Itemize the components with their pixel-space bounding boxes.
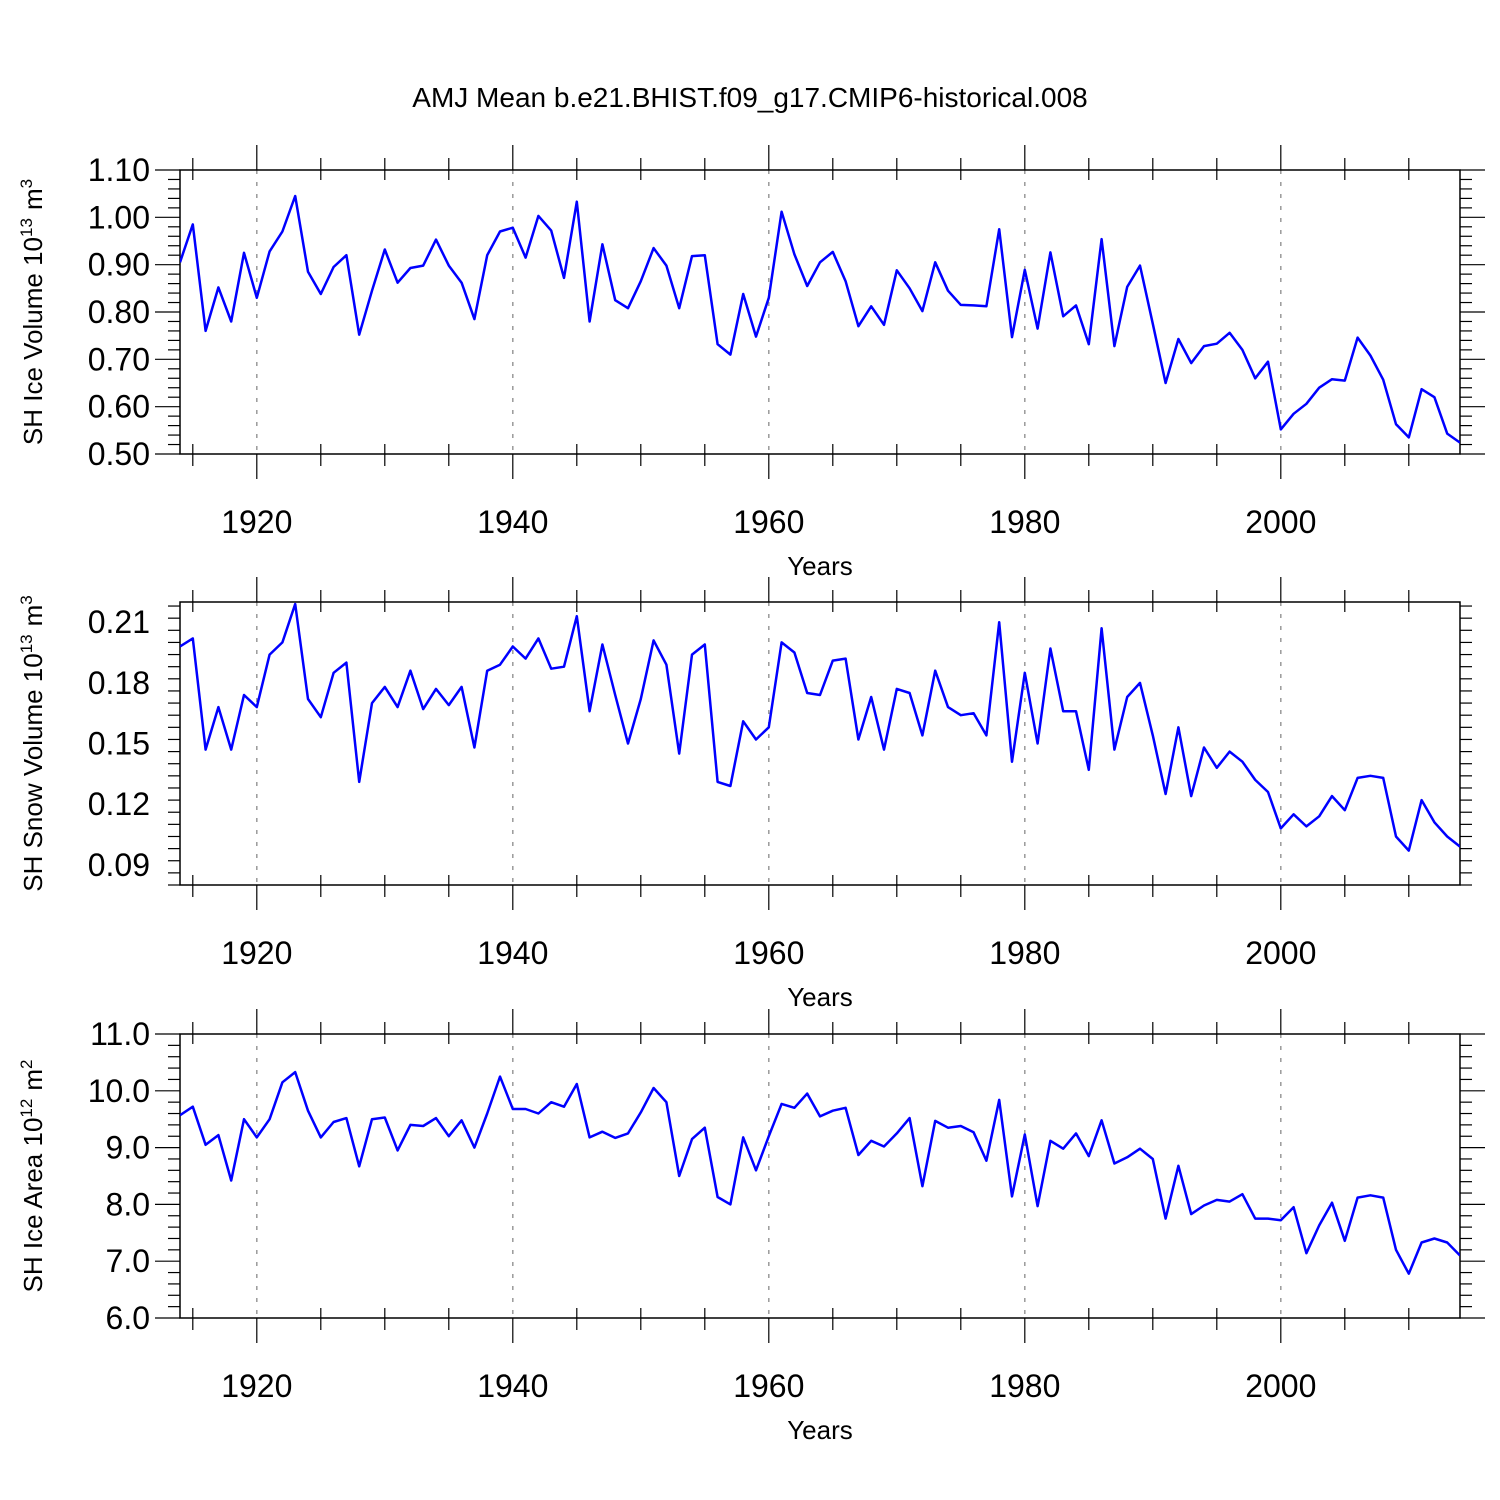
y-tick-label: 0.21 xyxy=(88,604,150,640)
y-axis-label: SH Snow Volume 1013 m3 xyxy=(17,595,48,892)
y-tick-label: 0.09 xyxy=(88,847,150,883)
y-axis-label-unit: m xyxy=(18,188,48,210)
y-axis-label-exponent: 13 xyxy=(17,634,36,653)
y-tick-label: 0.18 xyxy=(88,665,150,701)
x-tick-label: 1920 xyxy=(221,504,292,540)
y-tick-label: 6.0 xyxy=(106,1300,150,1336)
y-tick-label: 0.60 xyxy=(88,389,150,425)
y-axis-label-text: SH Ice Volume 10 xyxy=(18,237,48,445)
y-tick-label: 9.0 xyxy=(106,1130,150,1166)
y-tick-label: 7.0 xyxy=(106,1243,150,1279)
x-tick-label: 1940 xyxy=(477,504,548,540)
y-tick-label: 0.50 xyxy=(88,436,150,472)
y-tick-label: 8.0 xyxy=(106,1186,150,1222)
y-axis-label: SH Ice Area 1012 m2 xyxy=(17,1060,48,1293)
series-line xyxy=(180,602,1460,852)
series-line xyxy=(180,1070,1460,1275)
x-tick-label: 2000 xyxy=(1245,1368,1316,1404)
y-axis-label-unit: m xyxy=(18,605,48,627)
x-tick-label: 2000 xyxy=(1245,935,1316,971)
x-tick-label: 1960 xyxy=(733,504,804,540)
x-tick-label: 1940 xyxy=(477,1368,548,1404)
y-axis-label-unit-exponent: 2 xyxy=(17,1060,36,1069)
x-tick-label: 1980 xyxy=(989,935,1060,971)
y-tick-label: 0.15 xyxy=(88,726,150,762)
x-axis-label: Years xyxy=(787,982,853,1012)
y-tick-label: 0.12 xyxy=(88,786,150,822)
panel-snow-volume: 1920 1940 1960 1980 2000 Years 0.09 0.12 0.15 0.1… xyxy=(17,577,1472,1012)
x-axis-label: Years xyxy=(787,1415,853,1445)
plot-frame xyxy=(179,1033,1461,1319)
panel-ice-area: 1920 1940 1960 1980 2000 Years 6.0 7.0 8.0 9.0 10.… xyxy=(17,1009,1485,1445)
x-tick-label: 1980 xyxy=(989,504,1060,540)
y-axis-label: SH Ice Volume 1013 m3 xyxy=(17,179,48,445)
y-tick-label: 1.00 xyxy=(88,199,150,235)
y-tick-label: 0.70 xyxy=(88,341,150,377)
y-tick-label: 0.80 xyxy=(88,294,150,330)
y-axis-label-exponent: 13 xyxy=(17,218,36,237)
series-line xyxy=(180,194,1460,444)
plot-frame xyxy=(179,169,1461,455)
y-axis-label-unit: m xyxy=(18,1069,48,1091)
y-tick-label: 0.90 xyxy=(88,247,150,283)
panel-ice-volume: 1920 1940 1960 1980 2000 Years 0.50 0.60 0.70 0.8… xyxy=(17,145,1485,581)
y-axis-label-text: SH Snow Volume 10 xyxy=(18,653,48,891)
y-axis-label-text: SH Ice Area 10 xyxy=(18,1118,48,1293)
y-tick-label: 10.0 xyxy=(88,1073,150,1109)
y-tick-label: 11.0 xyxy=(90,1016,150,1052)
x-tick-label: 2000 xyxy=(1245,504,1316,540)
x-tick-label: 1940 xyxy=(477,935,548,971)
figure-title: AMJ Mean b.e21.BHIST.f09_g17.CMIP6-histo… xyxy=(412,82,1087,113)
x-tick-label: 1980 xyxy=(989,1368,1060,1404)
x-tick-label: 1960 xyxy=(733,1368,804,1404)
plot-frame xyxy=(179,601,1461,886)
x-tick-label: 1960 xyxy=(733,935,804,971)
y-axis-label-unit-exponent: 3 xyxy=(17,179,36,188)
x-tick-label: 1920 xyxy=(221,1368,292,1404)
y-tick-label: 1.10 xyxy=(88,152,150,188)
x-axis-label: Years xyxy=(787,551,853,581)
y-axis-label-unit-exponent: 3 xyxy=(17,595,36,604)
x-tick-label: 1920 xyxy=(221,935,292,971)
y-axis-label-exponent: 12 xyxy=(17,1099,36,1118)
